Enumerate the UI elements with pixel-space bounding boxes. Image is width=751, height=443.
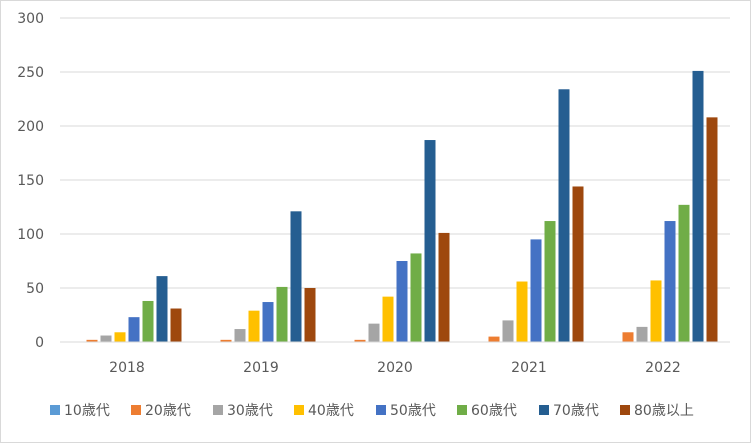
legend-label: 30歳代: [227, 403, 273, 419]
bar-2022-60歳代: [678, 204, 690, 342]
legend: 10歳代 20歳代 30歳代 40歳代 50歳代 60歳代 70歳代 80歳以上: [50, 403, 694, 419]
legend-swatch: [294, 405, 304, 415]
legend-swatch: [539, 405, 549, 415]
bars: [86, 70, 718, 343]
bar-2022-80歳以上: [706, 117, 718, 342]
y-tick-label: 150: [17, 173, 44, 189]
y-axis-ticks: 0 50 100 150 200 250 300: [17, 11, 44, 351]
bar-2018-70歳代: [156, 276, 168, 342]
bar-2019-70歳代: [290, 211, 302, 342]
bar-2020-80歳以上: [438, 232, 450, 342]
bar-2022-40歳代: [650, 280, 662, 342]
y-tick-label: 100: [17, 227, 44, 243]
x-tick-label: 2022: [645, 360, 681, 376]
legend-swatch: [50, 405, 60, 415]
y-tick-label: 250: [17, 65, 44, 81]
y-tick-label: 0: [35, 335, 44, 351]
bar-2020-50歳代: [396, 261, 408, 342]
legend-label: 50歳代: [390, 403, 436, 419]
x-tick-label: 2018: [109, 360, 145, 376]
bar-2021-80歳以上: [572, 186, 584, 342]
bar-2019-80歳以上: [304, 288, 316, 342]
legend-label: 70歳代: [553, 403, 599, 419]
bar-2020-30歳代: [368, 323, 380, 342]
legend-swatch: [376, 405, 386, 415]
x-tick-label: 2020: [377, 360, 413, 376]
legend-label: 10歳代: [64, 403, 110, 419]
bar-2021-60歳代: [544, 221, 556, 342]
legend-label: 20歳代: [145, 403, 191, 419]
bar-2020-40歳代: [382, 296, 394, 342]
bar-2019-30歳代: [234, 329, 246, 342]
bar-2018-50歳代: [128, 317, 140, 342]
legend-label: 80歳以上: [634, 403, 694, 419]
bar-2020-70歳代: [424, 140, 436, 342]
bar-2021-70歳代: [558, 89, 570, 342]
bar-2021-30歳代: [502, 320, 514, 342]
bar-2022-20歳代: [622, 332, 634, 342]
legend-swatch: [213, 405, 223, 415]
x-tick-label: 2021: [511, 360, 547, 376]
bar-2018-80歳以上: [170, 308, 182, 342]
y-tick-label: 300: [17, 11, 44, 27]
bar-2018-20歳代: [86, 339, 98, 342]
gridlines: [60, 17, 730, 289]
bar-2019-20歳代: [220, 339, 232, 342]
bar-2019-60歳代: [276, 286, 288, 342]
legend-swatch: [131, 405, 141, 415]
bar-2020-60歳代: [410, 253, 422, 342]
bar-2019-40歳代: [248, 310, 260, 342]
bar-2018-40歳代: [114, 332, 126, 342]
bar-2018-60歳代: [142, 300, 154, 342]
y-tick-label: 50: [26, 281, 44, 297]
bar-2020-20歳代: [354, 339, 366, 342]
bar-2021-20歳代: [488, 336, 500, 342]
legend-label: 40歳代: [308, 403, 354, 419]
bar-2022-30歳代: [636, 326, 648, 342]
bar-2021-40歳代: [516, 281, 528, 342]
x-tick-label: 2019: [243, 360, 279, 376]
x-axis-ticks: 2018 2019 2020 2021 2022: [109, 360, 681, 376]
bar-2021-50歳代: [530, 239, 542, 342]
y-tick-label: 200: [17, 119, 44, 135]
bar-2019-50歳代: [262, 302, 274, 342]
bar-2022-50歳代: [664, 221, 676, 342]
legend-swatch: [620, 405, 630, 415]
legend-swatch: [457, 405, 467, 415]
bar-2018-30歳代: [100, 335, 112, 342]
bar-2022-70歳代: [692, 70, 704, 343]
legend-label: 60歳代: [471, 403, 517, 419]
